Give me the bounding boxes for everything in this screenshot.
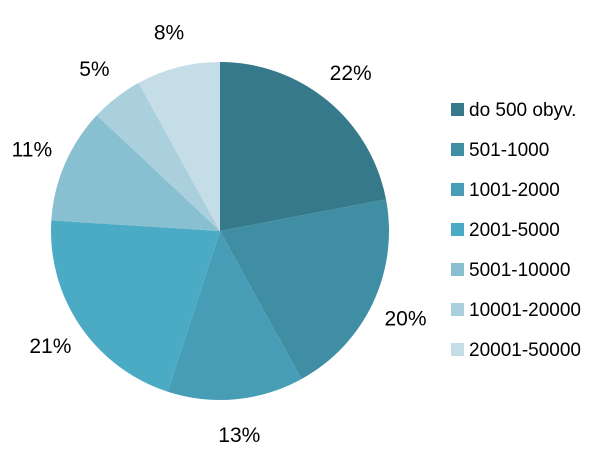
legend-swatch [451, 183, 464, 196]
pie-slice [220, 62, 387, 231]
slice-percentage-label: 13% [218, 424, 260, 447]
pie-slices [50, 62, 390, 401]
legend-swatch [451, 143, 464, 156]
pie-slice [50, 220, 221, 392]
legend-label: 20001-50000 [469, 340, 581, 361]
legend-label: 501-1000 [469, 140, 549, 161]
pie-slice [51, 115, 220, 231]
legend-swatch [451, 303, 464, 316]
legend-label: 5001-10000 [469, 260, 570, 281]
legend-swatch [451, 223, 464, 236]
legend-swatch [451, 343, 464, 356]
slice-percentage-label: 22% [330, 62, 372, 85]
percentage-labels: 22% 20% 13% 21% 11% 5% 8% [12, 21, 427, 447]
legend: do 500 obyv. 501-1000 1001-2000 2001-5000 50… [451, 100, 581, 361]
pie-slice [167, 231, 302, 401]
legend-swatch [451, 103, 464, 116]
legend-label: 1001-2000 [469, 180, 560, 201]
legend-label: 10001-20000 [469, 300, 581, 321]
legend-swatch [451, 263, 464, 276]
legend-label: 2001-5000 [469, 220, 560, 241]
pie-slice [220, 199, 390, 380]
slice-percentage-label: 21% [29, 335, 71, 358]
pie-slice [96, 82, 220, 232]
slice-percentage-label: 5% [79, 58, 109, 81]
legend-label: do 500 obyv. [469, 100, 576, 121]
slice-percentage-label: 11% [12, 139, 52, 162]
pie-slice [138, 62, 220, 231]
slice-percentage-label: 8% [154, 21, 184, 44]
slice-percentage-label: 20% [384, 307, 426, 330]
